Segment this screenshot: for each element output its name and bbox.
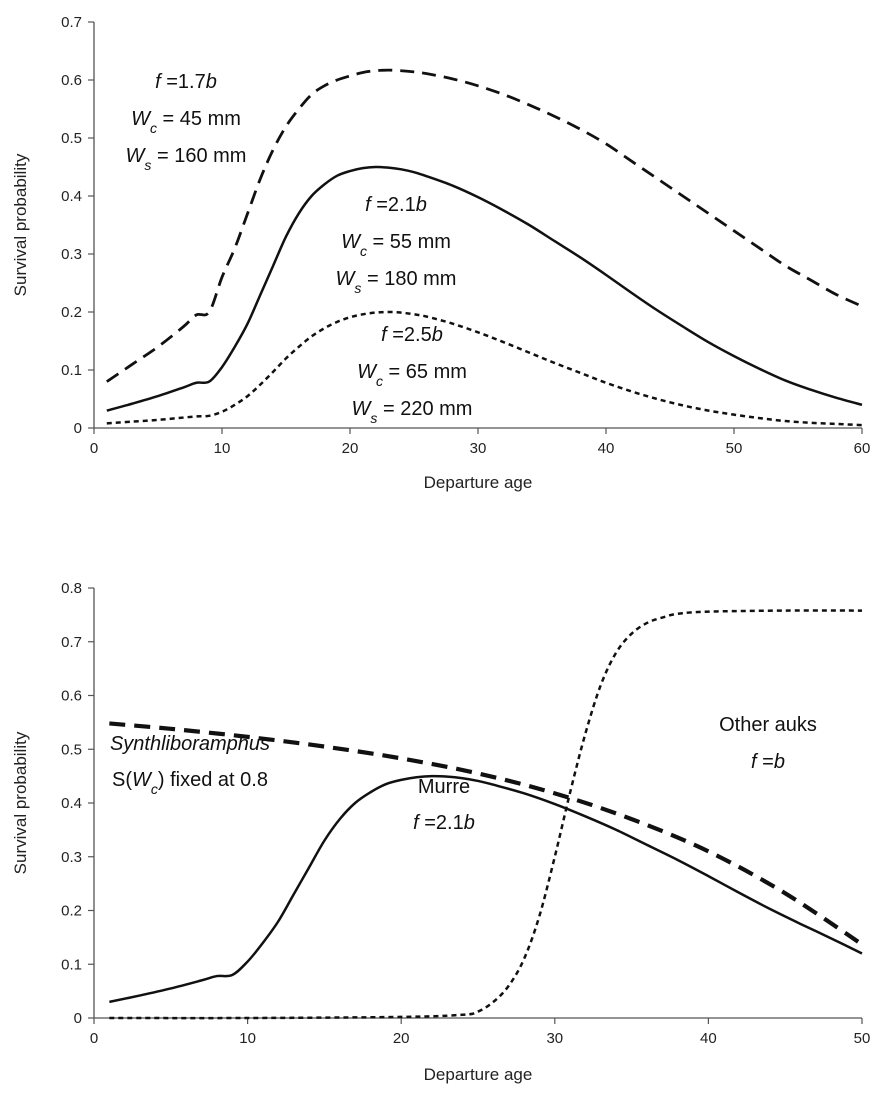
annotation-f-2-5b: f =2.5b [381,324,443,346]
series-line-2 [106,165,863,412]
x-tick-label: 0 [90,1030,98,1047]
y-tick-label: 0.7 [61,14,82,31]
y-tick-label: 0.4 [61,795,82,812]
x-axis-label: Departure age [424,473,533,492]
y-tick-label: 0.3 [61,849,82,866]
annotation-s-wc-fixed: S(Wc) fixed at 0.8 [112,769,268,797]
annotation-wc-65: Wc = 65 mm [357,361,467,389]
x-tick-label: 30 [546,1030,563,1047]
chart-top: 0 10 20 30 40 50 60 0 0.1 0.2 0.3 0.4 0.5 0.6 0.7 Depa… [11,14,870,492]
tick-labels: 0 10 20 30 40 50 0 0.1 0.2 0.3 0.4 0.5 0.6 0.7 0.8 [61,580,870,1047]
annotation-other-auks-f: f =b [751,751,785,773]
annotation-ws-180: Ws = 180 mm [336,268,457,296]
series-annotations: Synthliboramphus S(Wc) fixed at 0.8 Murr… [110,714,817,834]
y-tick-label: 0.2 [61,903,82,920]
x-tick-label: 40 [700,1030,717,1047]
y-tick-label: 0.6 [61,688,82,705]
y-tick-label: 0.5 [61,130,82,147]
series-lines [109,609,864,1020]
x-tick-label: 30 [470,440,487,457]
annotation-ws-220: Ws = 220 mm [352,398,473,426]
axes [93,588,862,1019]
x-tick-label: 0 [90,440,98,457]
y-tick-label: 0.2 [61,304,82,321]
y-tick-label: 0.3 [61,246,82,263]
series-lines [106,68,863,427]
series-line-3 [109,609,863,1020]
x-axis-label: Departure age [424,1065,533,1084]
y-tick-label: 0 [74,1010,82,1027]
series-line-2 [109,774,863,1004]
annotation-other-auks: Other auks [719,714,817,736]
series-line-1 [109,721,864,947]
y-tick-label: 0.7 [61,634,82,651]
annotation-synthliboramphus: Synthliboramphus [110,733,270,755]
y-tick-label: 0.1 [61,956,82,973]
annotation-ws-160: Ws = 160 mm [126,145,247,173]
y-tick-label: 0 [74,420,82,437]
y-tick-label: 0.6 [61,72,82,89]
y-tick-label: 0.5 [61,741,82,758]
x-tick-label: 10 [239,1030,256,1047]
x-tick-label: 20 [393,1030,410,1047]
x-tick-label: 60 [854,440,871,457]
annotation-f-1-7b: f =1.7b [155,71,217,93]
annotation-murre: Murre [418,776,470,798]
x-tick-label: 20 [342,440,359,457]
annotation-wc-45: Wc = 45 mm [131,108,241,136]
annotation-wc-55: Wc = 55 mm [341,231,451,259]
x-tick-label: 50 [854,1030,871,1047]
y-tick-label: 0.1 [61,362,82,379]
x-tick-label: 50 [726,440,743,457]
tick-labels: 0 10 20 30 40 50 60 0 0.1 0.2 0.3 0.4 0.5 0.6 0.7 [61,14,870,457]
x-tick-label: 40 [598,440,615,457]
series-annotations: f =1.7b Wc = 45 mm Ws = 160 mm f =2.1b W… [126,71,473,426]
y-axis-label: Survival probability [11,731,30,874]
y-tick-label: 0.8 [61,580,82,597]
chart-bottom: 0 10 20 30 40 50 0 0.1 0.2 0.3 0.4 0.5 0.6 0.7 0.8 Dep… [11,580,870,1084]
y-tick-label: 0.4 [61,188,82,205]
y-axis-label: Survival probability [11,153,30,296]
annotation-f-2-1b: f =2.1b [365,194,427,216]
x-tick-label: 10 [214,440,231,457]
series-line-1 [106,68,863,383]
annotation-murre-f: f =2.1b [413,812,475,834]
